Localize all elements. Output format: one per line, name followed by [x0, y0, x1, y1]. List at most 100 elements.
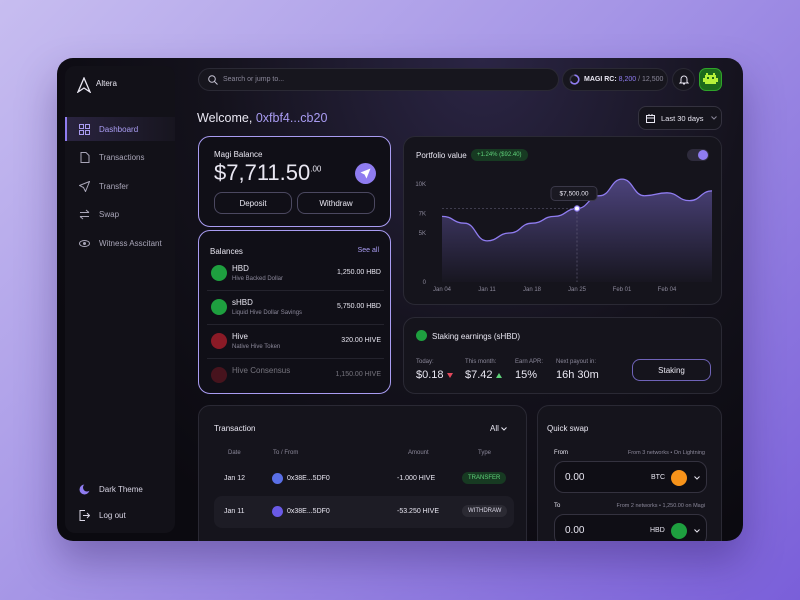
- nav-icon: [79, 180, 90, 192]
- token-icon: [211, 367, 227, 383]
- balance-card: Magi Balance $7,711.50.00 Deposit Withdr…: [198, 136, 391, 227]
- chevron: [501, 427, 507, 431]
- y-tick-label: 7K: [419, 211, 426, 217]
- toggle-knob: [698, 150, 708, 160]
- stat-text: $0.18: [416, 369, 444, 381]
- welcome-text: Welcome,: [197, 111, 253, 125]
- balance-value: $7,711.50: [214, 160, 311, 185]
- from-note: From 3 networks • On Lightning: [627, 450, 705, 456]
- balances-title: Balances: [210, 247, 243, 256]
- search-placeholder: Search or jump to...: [223, 76, 285, 83]
- nav-item[interactable]: Dashboard: [65, 117, 175, 141]
- see-all-link[interactable]: See all: [357, 247, 379, 254]
- chevron: [710, 116, 717, 120]
- from-field[interactable]: 0.00 BTC: [554, 461, 707, 493]
- x-tick-label: Jan 18: [523, 287, 542, 293]
- staking-card: Staking earnings (sHBD) Today: $0.18 Thi…: [403, 317, 722, 394]
- nav-label: Transactions: [99, 152, 145, 162]
- trend-up: [495, 373, 502, 378]
- hbd-icon: [671, 523, 687, 539]
- balance-row: Hive Native Hive Token 320.00 HIVE: [207, 324, 384, 359]
- tooltip-box: [550, 186, 598, 201]
- stat-label: Today:: [416, 359, 434, 365]
- staking-title: Staking earnings (sHBD): [432, 332, 521, 341]
- notifications-button[interactable]: [672, 68, 695, 91]
- balance-label: Magi Balance: [214, 150, 263, 159]
- stat-value: $7.42: [465, 369, 502, 381]
- stat-value: 16h 30m: [556, 369, 599, 381]
- nav-item[interactable]: Transactions: [65, 145, 175, 169]
- nav-label: Witness Asscitant: [99, 238, 162, 248]
- btc-icon: [671, 470, 687, 486]
- tx-amount: -53.250 HIVE: [397, 508, 440, 515]
- y-tick-label: 5K: [419, 231, 426, 237]
- area-fill: [442, 179, 712, 282]
- avatar[interactable]: [699, 68, 722, 91]
- rc-ring: [569, 74, 580, 85]
- chart-toggle[interactable]: [687, 149, 709, 161]
- y-tick-label: 10K: [415, 182, 426, 188]
- transactions-filter[interactable]: All: [490, 424, 507, 433]
- from-label: From: [554, 450, 568, 456]
- from-amount: 0.00: [565, 472, 585, 483]
- transactions-title: Transaction: [214, 424, 256, 433]
- app-window: Altera Dashboard Transactions Transfer S…: [57, 58, 743, 541]
- address-icon: [272, 473, 283, 484]
- to-note: From 2 networks • 1,250.00 on Magi: [616, 503, 705, 509]
- staking-icon: [416, 330, 427, 341]
- address-icon: [272, 506, 283, 517]
- tx-date: Jan 12: [224, 475, 246, 482]
- search-bar[interactable]: Search or jump to...: [198, 68, 559, 91]
- staking-button[interactable]: Staking: [632, 359, 711, 381]
- stat-value: $0.18: [416, 369, 453, 381]
- portfolio-card: Portfolio value +1.24% ($92.40) 0 5K 7K 10K…: [403, 136, 722, 305]
- theme-toggle[interactable]: Dark Theme: [65, 477, 175, 501]
- chevron: [694, 476, 700, 480]
- logout[interactable]: Log out: [65, 503, 175, 527]
- stat-label: Next payout in:: [556, 359, 597, 365]
- to-field[interactable]: 0.00 HBD: [554, 514, 707, 541]
- deposit-button[interactable]: Deposit: [214, 192, 292, 214]
- quick-swap-title: Quick swap: [547, 424, 589, 433]
- transaction-row[interactable]: Jan 12 0x38E...5DF0 -1.000 HIVE TRANSFER: [214, 463, 514, 495]
- from-token: BTC: [651, 474, 665, 481]
- token-desc: Liquid Hive Dollar Savings: [232, 310, 303, 316]
- column-header: To / From: [273, 450, 299, 456]
- transactions-card: Transaction All Date To / From Amount Ty…: [198, 405, 527, 541]
- withdraw-button[interactable]: Withdraw: [297, 192, 375, 214]
- token-name: Hive Consensus: [232, 366, 291, 375]
- nav-item[interactable]: Swap: [65, 202, 175, 226]
- tx-address: 0x38E...5DF0: [287, 508, 330, 515]
- welcome: Welcome, 0xfbf4...cb20: [197, 111, 327, 125]
- date-range-picker[interactable]: Last 30 days: [638, 106, 722, 130]
- date-range: Last 30 days: [661, 113, 704, 123]
- avatar-icon: [703, 73, 718, 84]
- column-header: Amount: [408, 450, 429, 456]
- x-tick-label: Jan 11: [478, 287, 496, 293]
- nav-label: Swap: [99, 209, 120, 219]
- balance-row: HBD Hive Backed Dollar 1,250.00 HBD: [207, 256, 384, 291]
- balance-amount: $7,711.50.00: [214, 160, 321, 186]
- nav-item[interactable]: Witness Asscitant: [65, 231, 175, 255]
- change-badge: +1.24% ($92.40): [471, 149, 528, 161]
- token-icon: [211, 299, 227, 315]
- tx-amount: -1.000 HIVE: [397, 475, 436, 482]
- tx-address: 0x38E...5DF0: [287, 475, 330, 482]
- transaction-row[interactable]: Jan 11 0x38E...5DF0 -53.250 HIVE WITHDRA…: [214, 496, 514, 528]
- theme-icon: [79, 483, 90, 494]
- token-name: HBD: [232, 264, 249, 273]
- rc-label: MAGI RC:: [584, 76, 617, 83]
- balances-card: Balances See all HBD Hive Backed Dollar …: [198, 230, 391, 394]
- x-tick-label: Jan 25: [568, 287, 587, 293]
- stat-label: This month:: [465, 359, 497, 365]
- nav-item[interactable]: Transfer: [65, 174, 175, 198]
- x-tick-label: Feb 04: [658, 287, 677, 293]
- bell-icon: [679, 75, 689, 85]
- y-tick-label: 0: [423, 280, 427, 286]
- account-id: 0xfbf4...cb20: [255, 111, 328, 125]
- nav-icon: [79, 239, 90, 247]
- balance-row: Hive Consensus 1,150.00 HIVE: [207, 358, 384, 392]
- filter-label: All: [490, 424, 499, 433]
- send-button[interactable]: [355, 163, 376, 184]
